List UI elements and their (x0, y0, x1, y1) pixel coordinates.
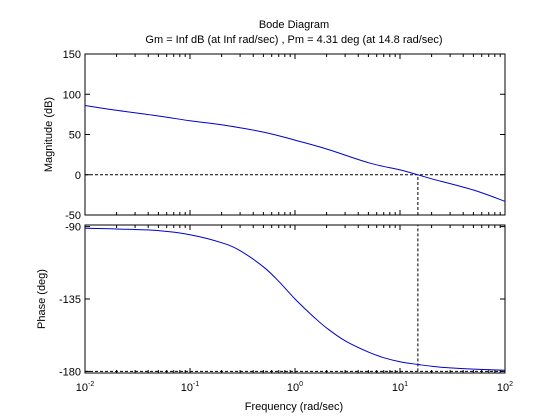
phase-y-tick-label: -90 (65, 222, 81, 234)
magnitude-y-tick-label: 50 (69, 130, 81, 142)
x-axis-label: Frequency (rad/sec) (245, 401, 343, 413)
magnitude-y-axis-label: Magnitude (dB) (43, 97, 55, 172)
magnitude-plot-area (84, 53, 506, 216)
magnitude-curve (84, 105, 506, 202)
chart-title: Bode Diagram (259, 19, 329, 31)
phase-y-tick-label: -180 (59, 366, 81, 378)
x-tick-label: 10-2 (76, 381, 95, 394)
x-tick-label: 101 (392, 381, 408, 394)
x-tick-labels: 10-2 10-1 100 101 102 (76, 381, 513, 394)
chart-subtitle: Gm = Inf dB (at Inf rad/sec) , Pm = 4.31… (145, 34, 442, 46)
x-tick-label: 10-1 (181, 381, 200, 394)
x-tick-label: 102 (497, 381, 513, 394)
phase-curve (84, 227, 506, 371)
magnitude-y-tick-label: 100 (63, 89, 81, 101)
magnitude-y-tick-label: 150 (63, 49, 81, 61)
magnitude-y-tick-label: 0 (75, 170, 81, 182)
phase-y-tick-label: -135 (59, 294, 81, 306)
phase-y-axis-label: Phase (deg) (36, 269, 48, 329)
magnitude-y-tick-label: -50 (65, 210, 81, 222)
magnitude-axes: -50 0 50 100 150 Magnitude (dB) (43, 49, 506, 222)
phase-axes: -90 -135 -180 Phase (deg) (36, 222, 506, 378)
x-tick-label: 100 (287, 381, 303, 394)
